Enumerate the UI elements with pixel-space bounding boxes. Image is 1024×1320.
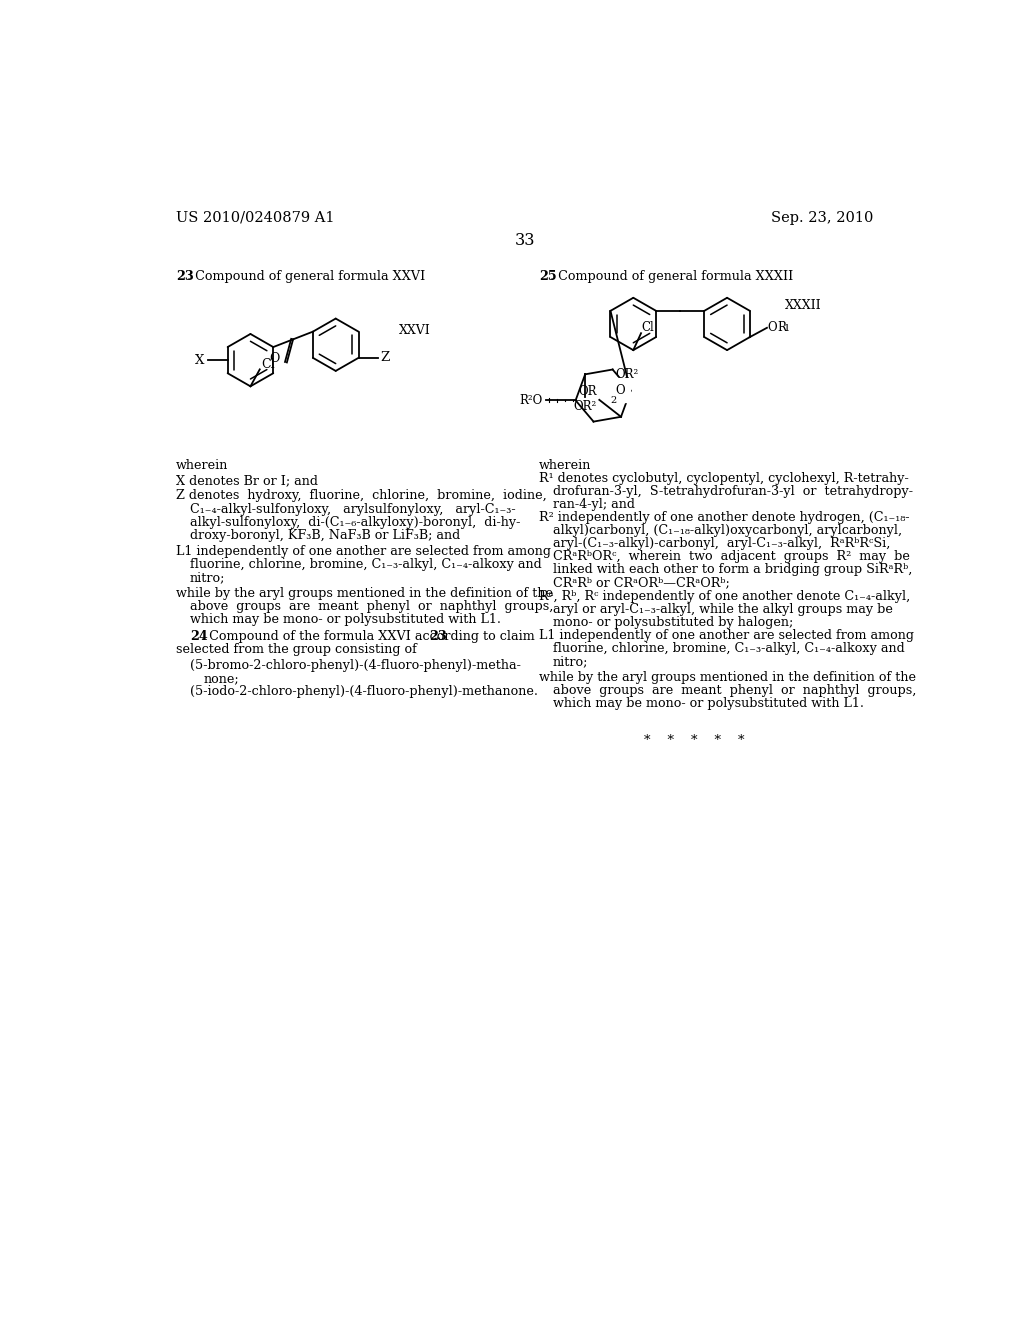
Text: aryl-(C₁₋₃-alkyl)-carbonyl,  aryl-C₁₋₃-alkyl,  RᵃRᵇRᶜSi,: aryl-(C₁₋₃-alkyl)-carbonyl, aryl-C₁₋₃-al… — [553, 537, 890, 550]
Text: OR²: OR² — [615, 368, 638, 380]
Text: 23: 23 — [176, 271, 194, 282]
Text: 24: 24 — [190, 631, 208, 643]
Text: . Compound of general formula XXVI: . Compound of general formula XXVI — [187, 271, 425, 282]
Text: R² independently of one another denote hydrogen, (C₁₋₁₈-: R² independently of one another denote h… — [539, 511, 909, 524]
Text: drofuran-3-yl,  S-tetrahydrofuran-3-yl  or  tetrahydropy-: drofuran-3-yl, S-tetrahydrofuran-3-yl or… — [553, 484, 912, 498]
Text: which may be mono- or polysubstituted with L1.: which may be mono- or polysubstituted wi… — [553, 697, 863, 710]
Text: O: O — [615, 384, 625, 396]
Text: L1 independently of one another are selected from among: L1 independently of one another are sele… — [176, 545, 551, 558]
Text: while by the aryl groups mentioned in the definition of the: while by the aryl groups mentioned in th… — [176, 587, 553, 601]
Text: Z denotes  hydroxy,  fluorine,  chlorine,  bromine,  iodine,: Z denotes hydroxy, fluorine, chlorine, b… — [176, 490, 547, 503]
Text: above  groups  are  meant  phenyl  or  naphthyl  groups,: above groups are meant phenyl or naphthy… — [190, 601, 553, 614]
Text: R: R — [777, 321, 785, 334]
Text: selected from the group consisting of: selected from the group consisting of — [176, 644, 417, 656]
Text: wherein: wherein — [539, 459, 591, 471]
Text: Rᵃ, Rᵇ, Rᶜ independently of one another denote C₁₋₄-alkyl,: Rᵃ, Rᵇ, Rᶜ independently of one another … — [539, 590, 910, 603]
Text: Z: Z — [380, 351, 389, 364]
Text: 2: 2 — [610, 396, 616, 405]
Text: CRᵃRᵇ or CRᵃORᵇ—CRᵃORᵇ;: CRᵃRᵇ or CRᵃORᵇ—CRᵃORᵇ; — [553, 577, 729, 590]
Text: L1 independently of one another are selected from among: L1 independently of one another are sele… — [539, 628, 913, 642]
Text: Cl: Cl — [261, 358, 274, 371]
Text: Sep. 23, 2010: Sep. 23, 2010 — [771, 211, 873, 224]
Text: X denotes Br or I; and: X denotes Br or I; and — [176, 474, 318, 487]
Text: OR: OR — [579, 385, 597, 399]
Text: *    *    *    *    *: * * * * * — [643, 734, 744, 747]
Text: . Compound of the formula XXVI according to claim: . Compound of the formula XXVI according… — [201, 631, 539, 643]
Text: while by the aryl groups mentioned in the definition of the: while by the aryl groups mentioned in th… — [539, 671, 915, 684]
Text: wherein: wherein — [176, 459, 228, 471]
Text: nitro;: nitro; — [553, 655, 588, 668]
Text: ran-4-yl; and: ran-4-yl; and — [553, 498, 635, 511]
Text: (5-iodo-2-chloro-phenyl)-(4-fluoro-phenyl)-methanone.: (5-iodo-2-chloro-phenyl)-(4-fluoro-pheny… — [190, 685, 538, 698]
Text: XXVI: XXVI — [399, 323, 431, 337]
Text: OR²: OR² — [573, 400, 597, 413]
Text: O: O — [768, 321, 777, 334]
Text: above  groups  are  meant  phenyl  or  naphthyl  groups,: above groups are meant phenyl or naphthy… — [553, 684, 916, 697]
Text: droxy-boronyl, KF₃B, NaF₃B or LiF₃B; and: droxy-boronyl, KF₃B, NaF₃B or LiF₃B; and — [190, 529, 460, 541]
Text: mono- or polysubstituted by halogen;: mono- or polysubstituted by halogen; — [553, 615, 793, 628]
Text: C₁₋₄-alkyl-sulfonyloxy,   arylsulfonyloxy,   aryl-C₁₋₃-: C₁₋₄-alkyl-sulfonyloxy, arylsulfonyloxy,… — [190, 503, 516, 516]
Text: none;: none; — [204, 672, 240, 685]
Text: fluorine, chlorine, bromine, C₁₋₃-alkyl, C₁₋₄-alkoxy and: fluorine, chlorine, bromine, C₁₋₃-alkyl,… — [190, 558, 542, 572]
Text: 25: 25 — [539, 271, 556, 282]
Text: CRᵃRᵇORᶜ,  wherein  two  adjacent  groups  R²  may  be: CRᵃRᵇORᶜ, wherein two adjacent groups R²… — [553, 550, 909, 564]
Text: R¹ denotes cyclobutyl, cyclopentyl, cyclohexyl, R-tetrahy-: R¹ denotes cyclobutyl, cyclopentyl, cycl… — [539, 471, 908, 484]
Text: Cl: Cl — [642, 321, 654, 334]
Text: fluorine, chlorine, bromine, C₁₋₃-alkyl, C₁₋₄-alkoxy and: fluorine, chlorine, bromine, C₁₋₃-alkyl,… — [553, 642, 904, 655]
Text: alkyl)carbonyl, (C₁₋₁₈-alkyl)oxycarbonyl, arylcarbonyl,: alkyl)carbonyl, (C₁₋₁₈-alkyl)oxycarbonyl… — [553, 524, 902, 537]
Text: US 2010/0240879 A1: US 2010/0240879 A1 — [176, 211, 335, 224]
Text: O: O — [268, 352, 280, 366]
Text: . Compound of general formula XXXII: . Compound of general formula XXXII — [550, 271, 793, 282]
Text: 33: 33 — [514, 231, 536, 248]
Text: alkyl-sulfonyloxy,  di-(C₁₋₆-alkyloxy)-boronyl,  di-hy-: alkyl-sulfonyloxy, di-(C₁₋₆-alkyloxy)-bo… — [190, 516, 520, 529]
Text: aryl or aryl-C₁₋₃-alkyl, while the alkyl groups may be: aryl or aryl-C₁₋₃-alkyl, while the alkyl… — [553, 603, 893, 615]
Text: R²O: R²O — [520, 393, 543, 407]
Text: XXXII: XXXII — [785, 300, 822, 313]
Text: 1: 1 — [784, 323, 791, 333]
Text: 23: 23 — [429, 631, 447, 643]
Text: which may be mono- or polysubstituted with L1.: which may be mono- or polysubstituted wi… — [190, 614, 501, 627]
Text: nitro;: nitro; — [190, 572, 225, 585]
Text: linked with each other to form a bridging group SiRᵃRᵇ,: linked with each other to form a bridgin… — [553, 564, 912, 577]
Text: (5-bromo-2-chloro-phenyl)-(4-fluoro-phenyl)-metha-: (5-bromo-2-chloro-phenyl)-(4-fluoro-phen… — [190, 659, 521, 672]
Text: X: X — [195, 354, 205, 367]
